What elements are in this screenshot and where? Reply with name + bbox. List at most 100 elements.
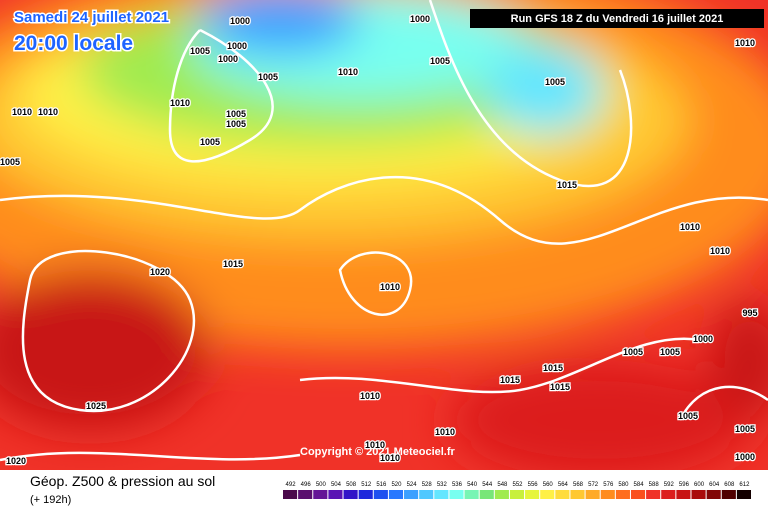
scale-label: 584 [634,482,645,488]
scale-label: 492 [286,482,297,488]
isobar-label: 1010 [365,440,385,450]
scale-swatch [509,490,525,499]
scale-label: 524 [407,482,418,488]
scale-label: 592 [664,482,675,488]
isobar-label: 1005 [226,109,246,119]
isobar-label: 1015 [543,363,563,373]
field [0,0,768,480]
isobar-label: 995 [742,308,757,318]
isobar-label: 1010 [435,427,455,437]
isobar-label: 1010 [12,107,32,117]
scale-label: 612 [739,482,750,488]
isobar-label: 1010 [338,67,358,77]
scale-label: 588 [649,482,660,488]
isobar-label: 1015 [223,259,243,269]
isobar-label: 1005 [226,119,246,129]
scale-label: 540 [467,482,478,488]
scale-swatch [600,490,615,499]
isobar-label: 1010 [38,107,58,117]
scale-swatch [540,490,555,499]
isobar-label: 1005 [660,347,680,357]
scale-label: 600 [694,482,705,488]
scale-label: 604 [709,482,720,488]
date: Samedi 24 juillet 2021 [14,9,169,26]
isobar-label: 1005 [545,77,565,87]
scale-swatch [283,490,298,499]
scale-label: 532 [437,482,448,488]
scale-label: 596 [679,482,690,488]
isobar-label: 1010 [380,453,400,463]
scale-label: 576 [603,482,614,488]
scale-swatch [555,490,570,499]
scale-swatch [646,490,661,499]
scale-swatch [570,490,585,499]
scale-swatch [449,490,464,499]
run-text: Run GFS 18 Z du Vendredi 16 juillet 2021 [511,13,724,25]
time: 20:00 locale [14,32,133,55]
isobar-label: 1005 [678,411,698,421]
isobar-label: 1000 [218,54,238,64]
isobar-label: 1005 [190,46,210,56]
isobar-label: 1010 [170,98,190,108]
isobar-label: 1020 [150,267,170,277]
isobar-label: 1000 [227,41,247,51]
scale-label: 496 [301,482,312,488]
scale-label: 564 [558,482,569,488]
scale-label: 580 [618,482,629,488]
scale-swatch [615,490,630,499]
scale-label: 516 [376,482,387,488]
color-scale: 492 496 500 504 508 512 516 520 524 528 532 536 540 5… [283,482,751,499]
isobar-labels: 1000 1000 1005 1000 1000 1005 1010 1005 1010 1010… [0,13,759,468]
isobar-label: 1010 [710,246,730,256]
scale-swatch [388,490,404,499]
scale-label: 544 [482,482,493,488]
isobar-label: 1005 [623,347,643,357]
isobar-label: 1010 [735,38,755,48]
isobar-label: 1010 [380,282,400,292]
legend-title: Géop. Z500 & pression au sol [30,473,215,489]
scale-swatch [464,490,479,499]
scale-label: 504 [331,482,342,488]
isobar-label: 1015 [500,375,520,385]
scale-label: 560 [543,482,554,488]
isobar-label: 1000 [693,334,713,344]
scale-swatch [343,490,358,499]
scale-label: 508 [346,482,357,488]
scale-swatch [630,490,646,499]
isobar-label: 1005 [200,137,220,147]
scale-swatch [494,490,509,499]
scale-swatch [434,490,449,499]
scale-label: 520 [391,482,402,488]
scale-swatch [404,490,419,499]
scale-swatch [328,490,343,499]
scale-swatch [706,490,721,499]
scale-swatch [691,490,706,499]
isobar-label: 1005 [258,72,278,82]
isobar-label: 1005 [430,56,450,66]
scale-swatch [419,490,434,499]
scale-swatch [373,490,388,499]
scale-swatch [721,490,736,499]
scale-label: 512 [361,482,372,488]
scale-swatch [676,490,691,499]
scale-label: 568 [573,482,584,488]
isobar-label: 1000 [410,14,430,24]
isobar-label: 1005 [735,424,755,434]
isobar-label: 1020 [6,456,26,466]
scale-label: 552 [512,482,523,488]
isobar-label: 1015 [550,382,570,392]
copyright: Copyright © 2021 Meteociel.fr [300,446,456,458]
scale-label: 572 [588,482,599,488]
isobar-label: 1010 [360,391,380,401]
legend-lead: (+ 192h) [30,494,71,506]
scale-label: 536 [452,482,463,488]
scale-label: 528 [422,482,433,488]
scale-swatch [585,490,600,499]
scale-swatch [525,490,540,499]
isobar-label: 1010 [680,222,700,232]
isobar-label: 1005 [0,157,20,167]
isobar-label: 1000 [230,16,250,26]
run-box [470,9,764,28]
isobar-label: 1000 [735,452,755,462]
